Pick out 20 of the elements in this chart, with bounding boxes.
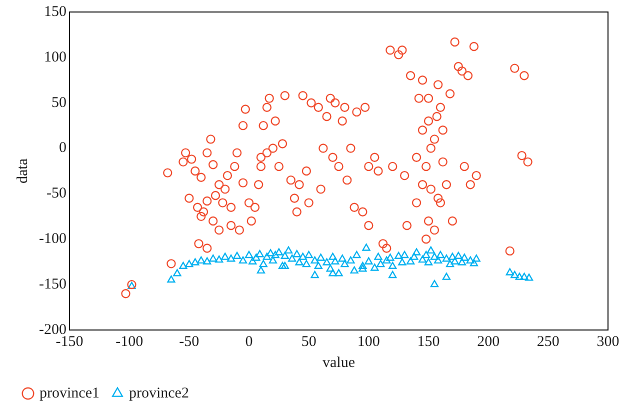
y-tick-label: 100: [44, 49, 66, 66]
y-tick-label: 150: [44, 4, 66, 20]
y-tick-label: -100: [38, 231, 66, 248]
x-tick-label: 50: [301, 334, 316, 350]
y-tick-label: -150: [38, 276, 66, 293]
x-tick-label: 200: [477, 334, 500, 350]
x-tick-label: 0: [245, 334, 253, 350]
x-tick-label: 100: [357, 334, 380, 350]
x-axis-title: value: [322, 354, 356, 371]
y-tick-label: -50: [46, 186, 66, 202]
legend-label: province1: [40, 385, 100, 402]
legend-label: province2: [128, 385, 189, 402]
y-tick-label: 50: [51, 94, 66, 111]
y-tick-label: 0: [58, 140, 66, 156]
x-tick-label: -50: [179, 334, 200, 350]
x-tick-label: -100: [116, 334, 144, 350]
x-tick-label: 250: [536, 334, 560, 350]
x-tick-label: 300: [596, 334, 620, 350]
y-axis-title: data: [14, 158, 31, 184]
x-tick-label: 150: [417, 334, 440, 350]
